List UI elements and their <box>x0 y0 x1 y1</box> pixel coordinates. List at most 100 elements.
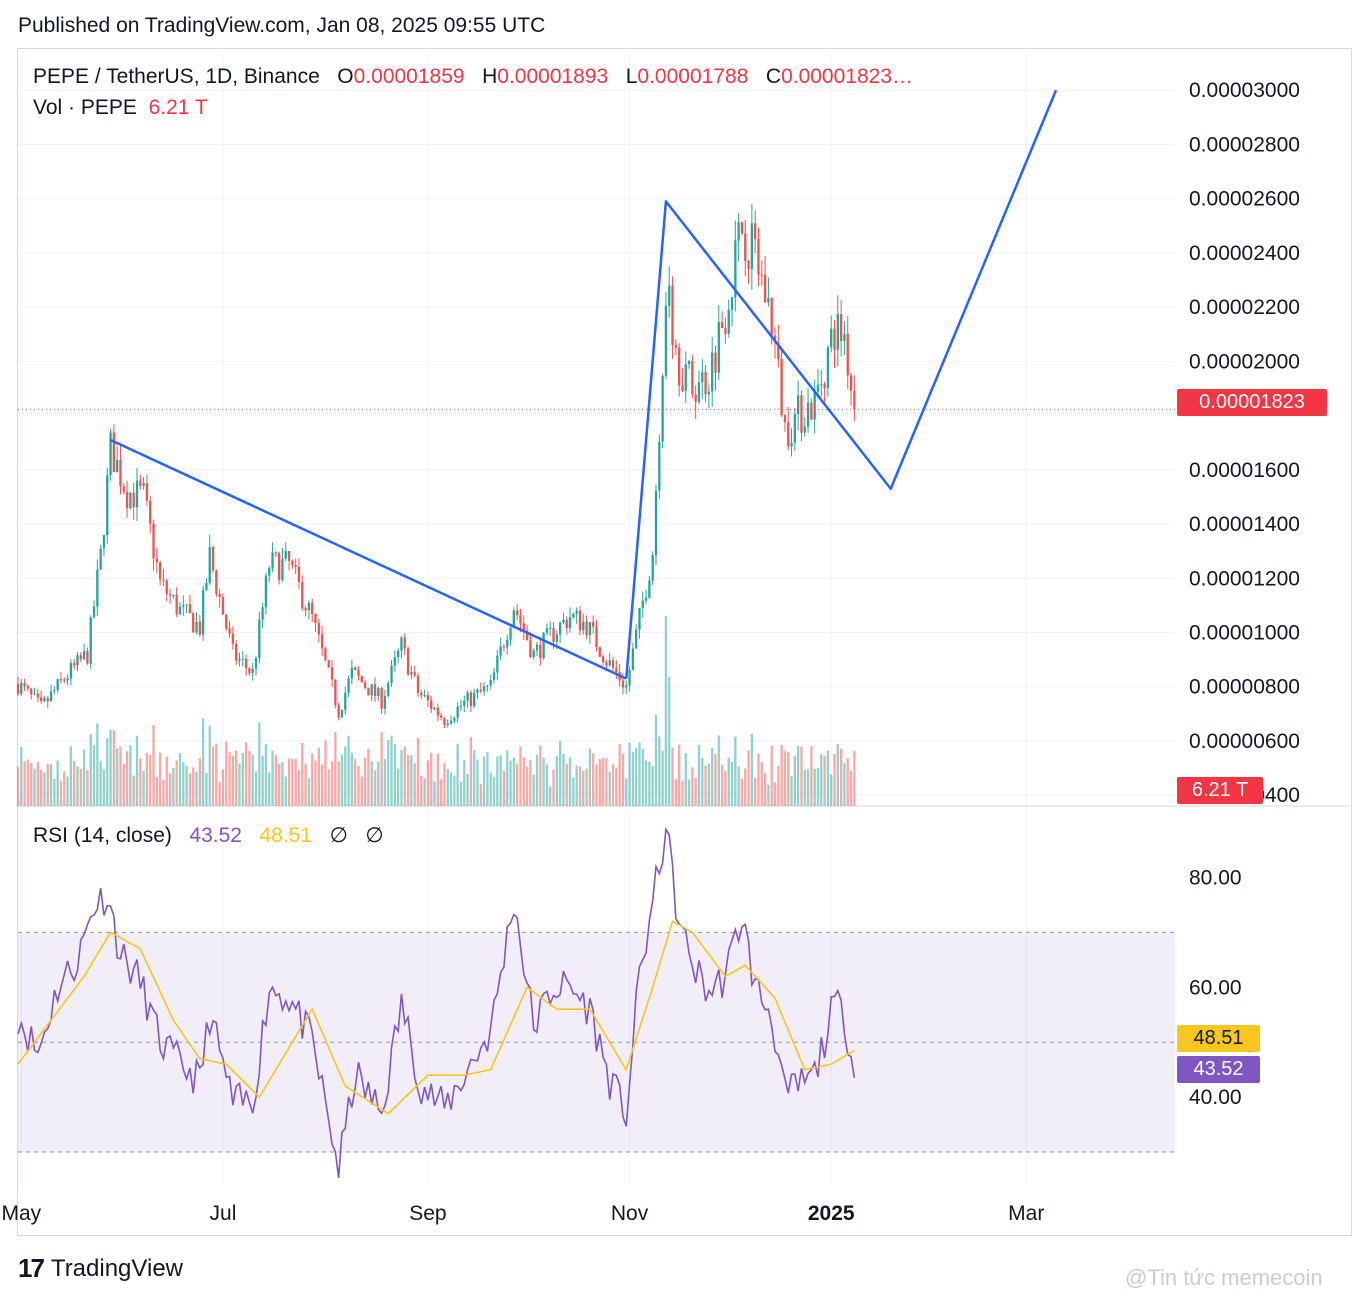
volume-bar <box>426 760 430 806</box>
volume-bar <box>492 776 496 806</box>
volume-bar <box>142 770 145 806</box>
candle-body <box>327 660 330 668</box>
volume-bar <box>519 746 522 806</box>
price-tick-label: 0.00002200 <box>1189 296 1300 319</box>
candle-body <box>99 548 102 570</box>
trend-lines <box>110 89 1058 680</box>
candle-body <box>664 305 668 376</box>
candle-body <box>192 613 195 633</box>
volume-bar <box>112 730 116 806</box>
chart-frame[interactable] <box>17 48 1352 1236</box>
candle-body <box>502 646 506 648</box>
volume-bar <box>628 742 631 806</box>
candle-body <box>370 684 373 696</box>
candle-body <box>33 693 36 695</box>
candle-body <box>846 333 849 376</box>
volume-bar <box>684 752 687 806</box>
volume-bar <box>165 756 168 806</box>
candle-body <box>79 655 82 660</box>
volume-bar <box>635 748 638 806</box>
volume-bar <box>86 770 89 806</box>
volume-bar <box>433 781 436 806</box>
volume-bar <box>16 766 20 806</box>
price-tick-label: 0.00001600 <box>1189 459 1300 482</box>
volume-bar <box>334 732 337 806</box>
volume-bar <box>46 763 49 806</box>
candle-body <box>717 322 720 373</box>
candle-body <box>595 626 598 648</box>
volume-bar <box>697 744 701 806</box>
candle-body <box>525 630 529 641</box>
volume-bar <box>694 777 697 806</box>
volume-bar <box>839 748 843 806</box>
close-value: 0.00001823… <box>781 65 914 88</box>
volume-bar <box>466 774 469 806</box>
candle-body <box>615 667 618 673</box>
candle-body <box>201 590 205 635</box>
rsi-symbol-2: ∅ <box>365 824 384 847</box>
volume-bar <box>446 768 449 806</box>
volume-bar <box>711 748 714 806</box>
candle-body <box>102 535 106 549</box>
rsi-value: 43.52 <box>189 824 242 847</box>
volume-bar <box>406 755 410 806</box>
time-tick-label: 2025 <box>808 1202 855 1225</box>
candle-body <box>314 614 317 623</box>
volume-bar <box>211 746 215 806</box>
candle-body <box>185 604 188 606</box>
candle-body <box>512 610 516 628</box>
candle-body <box>393 657 397 666</box>
candle-body <box>542 632 545 659</box>
volume-bar <box>558 740 562 806</box>
candle-body <box>658 441 661 491</box>
time-tick-label: May <box>1 1202 41 1225</box>
volume-bar <box>823 756 826 806</box>
price-tick-label: 0.00002600 <box>1189 188 1300 211</box>
volume-bar <box>651 766 654 806</box>
volume-bar <box>737 766 740 806</box>
candle-body <box>20 683 23 694</box>
candle-body <box>119 460 122 487</box>
candle-body <box>43 698 46 702</box>
volume-bar <box>116 748 119 806</box>
volume-bar <box>849 771 853 806</box>
tradingview-logo[interactable]: 17 TradingView <box>18 1253 183 1284</box>
volume-bar <box>215 743 218 806</box>
candle-body <box>628 670 631 686</box>
candle-body <box>69 663 73 679</box>
candle-body <box>433 707 436 709</box>
candle-body <box>357 669 360 677</box>
candle-body <box>258 619 261 659</box>
candle-body <box>188 604 192 614</box>
volume-bar <box>843 763 846 806</box>
symbol-name: PEPE / TetherUS, 1D, Binance <box>33 65 320 88</box>
candle-body <box>430 700 433 709</box>
candle-body <box>248 668 251 673</box>
volume-bar <box>562 753 565 806</box>
volume-bar <box>69 746 73 806</box>
candle-body <box>208 546 211 584</box>
candle-body <box>360 676 363 683</box>
candle-body <box>39 697 43 702</box>
candle-body <box>66 678 69 681</box>
volume-bar <box>813 768 816 806</box>
candle-body <box>215 570 218 594</box>
volume-bar <box>96 723 99 806</box>
volume-bar <box>324 740 327 806</box>
volume-bar <box>420 775 423 806</box>
candle-body <box>654 490 658 556</box>
candle-body <box>330 667 334 680</box>
candle-body <box>53 690 56 692</box>
volume-bar <box>287 758 291 806</box>
volume-bar <box>254 771 258 806</box>
candle-body <box>149 500 152 524</box>
open-value: 0.00001859 <box>353 65 465 88</box>
candle-body <box>790 442 793 447</box>
candle-body <box>373 684 377 697</box>
volume-bar <box>102 769 106 806</box>
volume-bar <box>681 780 684 806</box>
volume-bar <box>109 729 112 806</box>
volume-bar <box>311 753 314 806</box>
candle-body <box>744 233 747 261</box>
